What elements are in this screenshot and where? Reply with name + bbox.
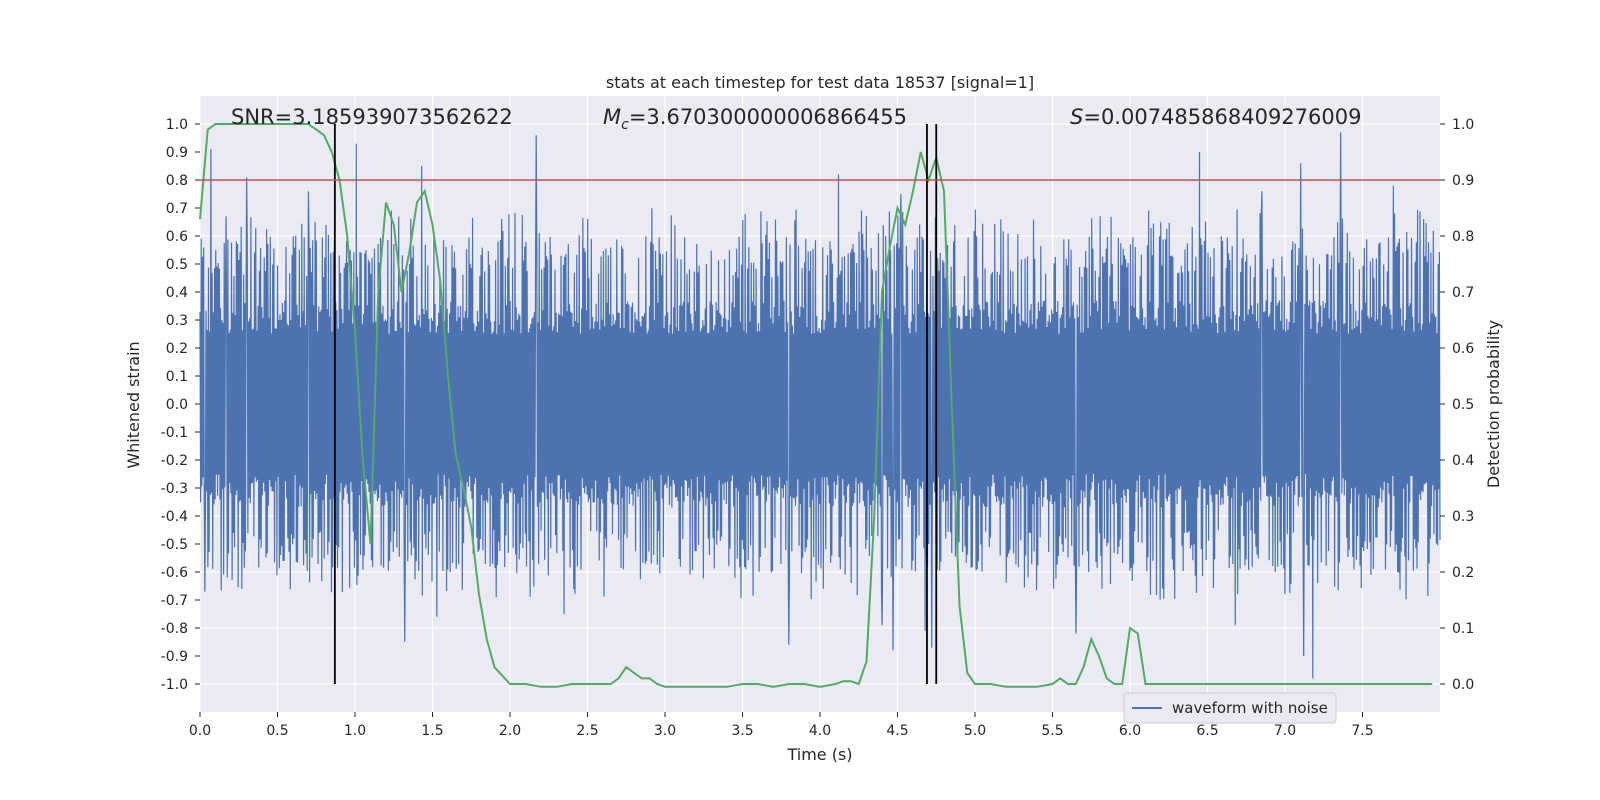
x-tick-label: 1.0 (344, 723, 366, 739)
x-tick-label: 6.0 (1119, 723, 1141, 739)
x-tick-label: 0.5 (266, 723, 288, 739)
y-left-tick-label: 0.1 (166, 369, 188, 385)
y-left-tick-label: -1.0 (161, 677, 188, 693)
detection-probability-line (199, 123, 1433, 688)
y-left-tick-label: 0.7 (166, 201, 188, 217)
detection-probability-series (199, 123, 1433, 688)
x-tick-label: 5.0 (964, 723, 986, 739)
y-right-tick-label: 0.5 (1452, 397, 1474, 413)
y-left-axis-label: Whitened strain (124, 341, 143, 468)
chirp-mass-symbol: M (603, 105, 621, 129)
x-tick-label: 2.5 (576, 723, 598, 739)
y-left-tick-label: 0.3 (166, 313, 188, 329)
s-symbol: S (1070, 105, 1083, 129)
legend: waveform with noise (1123, 692, 1337, 724)
x-tick-label: 6.5 (1196, 723, 1218, 739)
x-tick-label: 2.0 (499, 723, 521, 739)
legend-box (1123, 692, 1337, 724)
chirp-mass-value: =3.670300000006866455 (629, 105, 907, 129)
chirp-mass-annotation: Mc=3.670300000006866455 (603, 105, 907, 133)
y-left-tick-label: 0.5 (166, 257, 188, 273)
y-right-tick-label: 0.9 (1452, 173, 1474, 189)
y-left-tick-label: -0.2 (161, 453, 188, 469)
chirp-mass-subscript: c (621, 117, 629, 133)
y-right-tick-label: 0.2 (1452, 565, 1474, 581)
y-right-tick-label: 0.7 (1452, 285, 1474, 301)
y-right-tick-label: 0.6 (1452, 341, 1474, 357)
x-axis-ticks: 0.0 0.5 1.0 1.5 2.0 2.5 3.0 3.5 4.0 4.5 5.0 5.5 6.0 6… (189, 712, 1374, 739)
y-right-axis-ticks: 1.0 0.9 0.8 0.7 0.6 0.5 0.4 0.3 0.2 0.1 0.0 (1440, 117, 1474, 693)
x-tick-label: 0.0 (189, 723, 211, 739)
x-tick-label: 3.5 (731, 723, 753, 739)
y-left-tick-label: -0.1 (161, 425, 188, 441)
x-tick-label: 5.5 (1041, 723, 1063, 739)
y-right-tick-label: 0.1 (1452, 621, 1474, 637)
y-right-tick-label: 0.3 (1452, 509, 1474, 525)
y-left-tick-label: 0.8 (166, 173, 188, 189)
y-right-tick-label: 0.4 (1452, 453, 1474, 469)
x-tick-label: 7.5 (1351, 723, 1373, 739)
snr-annotation: SNR=3.185939073562622 (231, 105, 513, 129)
y-left-tick-label: -0.4 (161, 509, 188, 525)
x-tick-label: 7.0 (1274, 723, 1296, 739)
y-left-tick-label: -0.8 (161, 621, 188, 637)
x-axis-label: Time (s) (786, 745, 852, 764)
y-left-tick-label: -0.3 (161, 481, 188, 497)
s-value: =0.007485868409276009 (1083, 105, 1361, 129)
y-left-tick-label: 0.0 (166, 397, 188, 413)
waveform-series (199, 132, 1441, 679)
y-left-tick-label: 0.4 (166, 285, 188, 301)
y-left-tick-label: 0.9 (166, 145, 188, 161)
x-tick-label: 1.5 (421, 723, 443, 739)
y-left-tick-label: 0.6 (166, 229, 188, 245)
y-left-tick-label: -0.6 (161, 565, 188, 581)
y-right-tick-label: 1.0 (1452, 117, 1474, 133)
x-tick-label: 4.0 (809, 723, 831, 739)
y-left-tick-label: -0.7 (161, 593, 188, 609)
y-left-tick-label: -0.9 (161, 649, 188, 665)
y-right-tick-label: 0.8 (1452, 229, 1474, 245)
x-tick-label: 4.5 (886, 723, 908, 739)
y-left-tick-label: 1.0 (166, 117, 188, 133)
vertical-markers (333, 124, 938, 684)
x-tick-label: 3.0 (654, 723, 676, 739)
y-left-tick-label: 0.2 (166, 341, 188, 357)
s-annotation: S=0.007485868409276009 (1070, 105, 1361, 129)
waveform-line (199, 132, 1441, 679)
chart-title: stats at each timestep for test data 185… (606, 73, 1034, 92)
y-left-tick-label: -0.5 (161, 537, 188, 553)
y-right-axis-label: Detection probability (1484, 320, 1503, 488)
legend-label: waveform with noise (1172, 699, 1328, 717)
y-right-tick-label: 0.0 (1452, 677, 1474, 693)
y-left-axis-ticks: 1.0 0.9 0.8 0.7 0.6 0.5 0.4 0.3 0.2 0.1 0.0 -0.1 -0.… (161, 117, 200, 693)
